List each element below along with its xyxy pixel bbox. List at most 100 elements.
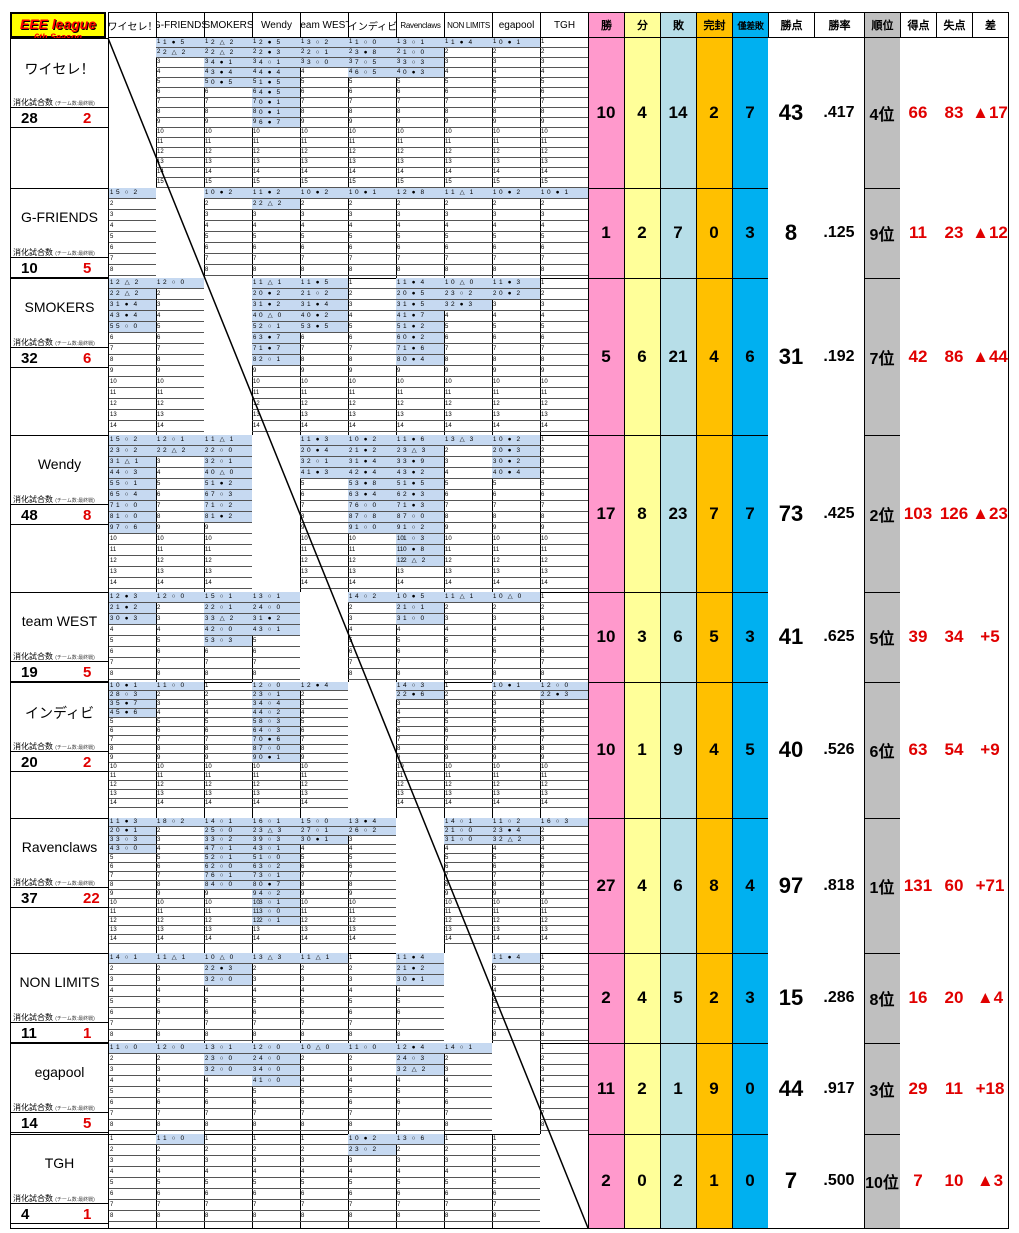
game-number: 13 bbox=[493, 791, 500, 797]
game-result: 6 ○ 0 bbox=[355, 502, 378, 509]
game-number: 10 bbox=[397, 536, 404, 542]
game-result: 6 ● 7 bbox=[259, 119, 282, 126]
row-line bbox=[252, 1177, 300, 1178]
row-line bbox=[444, 332, 492, 333]
game-result: 0 △ 0 bbox=[307, 1044, 331, 1051]
game-number: 9 bbox=[541, 368, 545, 374]
row-line bbox=[300, 198, 348, 199]
row-line bbox=[348, 657, 396, 658]
row-line bbox=[348, 1053, 396, 1054]
game-result: 1 ● 2 bbox=[403, 965, 426, 972]
row-line bbox=[109, 985, 156, 986]
game-number: 7 bbox=[397, 256, 401, 262]
row-line bbox=[492, 753, 540, 754]
stat-d: 3 bbox=[624, 592, 661, 683]
game-number: 10 bbox=[205, 900, 212, 906]
game-number: 6 bbox=[493, 1191, 497, 1197]
game-result: 2 ● 4 bbox=[403, 1044, 426, 1051]
game-number: 9 bbox=[205, 525, 209, 531]
game-result: 1 ○ 3 bbox=[403, 535, 426, 542]
row-line bbox=[396, 264, 444, 265]
stat-cl: 5 bbox=[732, 682, 769, 819]
row-line bbox=[300, 1166, 348, 1167]
game-number: 8 bbox=[253, 267, 257, 273]
game-number: 4 bbox=[541, 223, 545, 229]
row-line bbox=[156, 744, 204, 745]
game-number: 13 bbox=[541, 412, 548, 418]
game-number: 12 bbox=[157, 401, 164, 407]
divider bbox=[11, 1042, 108, 1043]
game-number: 3 bbox=[157, 837, 161, 843]
game-number: 10 bbox=[205, 129, 212, 135]
game-number: 11 bbox=[157, 390, 164, 396]
game-number: 8 bbox=[157, 671, 161, 677]
stat-d: 4 bbox=[624, 953, 661, 1044]
game-number: 11 bbox=[445, 139, 452, 145]
stat-column-bg bbox=[588, 38, 624, 1228]
row-line bbox=[492, 679, 540, 680]
game-result: 1 ● 4 bbox=[403, 279, 426, 286]
game-number: 3 bbox=[301, 1067, 305, 1073]
game-number: 13 bbox=[349, 159, 356, 165]
game-number: 8 bbox=[349, 357, 353, 363]
game-result: 0 ● 6 bbox=[259, 736, 282, 743]
row-line bbox=[156, 690, 204, 691]
divider bbox=[11, 127, 108, 128]
row-line bbox=[540, 744, 588, 745]
stat-l: 7 bbox=[660, 188, 697, 279]
match-cell bbox=[396, 818, 445, 954]
game-result: 2 ○ 1 bbox=[259, 323, 282, 330]
game-number: 14 bbox=[493, 936, 500, 942]
game-number: 9 bbox=[349, 525, 353, 531]
row-line bbox=[396, 1007, 444, 1008]
divider bbox=[11, 367, 108, 368]
game-result: 7 ○ 0 bbox=[259, 745, 282, 752]
game-number: 5 bbox=[301, 481, 305, 487]
stat-cl: 7 bbox=[732, 38, 769, 189]
game-number: 4 bbox=[110, 627, 114, 633]
game-number: 3 bbox=[397, 212, 401, 218]
game-number: 5 bbox=[445, 1089, 449, 1095]
row-line bbox=[492, 635, 540, 636]
game-number: 5 bbox=[110, 638, 114, 644]
stat-so: 2 bbox=[696, 953, 733, 1044]
stat-rf: 39 bbox=[900, 592, 937, 683]
game-number: 7 bbox=[541, 346, 545, 352]
game-number: 5 bbox=[445, 481, 449, 487]
game-number: 6 bbox=[349, 245, 353, 251]
game-result: 2 △ 2 bbox=[499, 836, 523, 843]
game-number: 7 bbox=[493, 660, 497, 666]
row-line bbox=[444, 853, 492, 854]
game-number: 9 bbox=[110, 525, 114, 531]
game-result: 1 ○ 2 bbox=[499, 818, 522, 825]
game-result: 0 ● 1 bbox=[403, 976, 426, 983]
row-line bbox=[540, 242, 588, 243]
game-number: 7 bbox=[157, 1111, 161, 1117]
row-line bbox=[540, 943, 588, 944]
game-number: 3 bbox=[110, 1158, 114, 1164]
game-result: 0 ● 1 bbox=[259, 109, 282, 116]
row-line bbox=[156, 500, 204, 501]
game-number: 7 bbox=[397, 737, 401, 743]
game-number: 8 bbox=[253, 1213, 257, 1219]
row-line bbox=[156, 657, 204, 658]
game-number: 8 bbox=[110, 1032, 114, 1038]
game-number: 3 bbox=[157, 1067, 161, 1073]
row-line bbox=[156, 1166, 204, 1167]
game-number: 5 bbox=[157, 638, 161, 644]
divider bbox=[11, 347, 108, 348]
game-number: 2 bbox=[205, 605, 209, 611]
row-line bbox=[109, 1029, 156, 1030]
game-number: 5 bbox=[157, 324, 161, 330]
game-result: 2 ● 3 bbox=[547, 691, 570, 698]
row-line bbox=[348, 844, 396, 845]
stat-rf: 11 bbox=[900, 188, 937, 279]
row-line bbox=[396, 717, 444, 718]
game-number: 11 bbox=[301, 773, 308, 779]
game-number: 4 bbox=[349, 69, 353, 75]
stat-d: 4 bbox=[624, 38, 661, 189]
row-line bbox=[348, 321, 396, 322]
row-line bbox=[156, 985, 204, 986]
